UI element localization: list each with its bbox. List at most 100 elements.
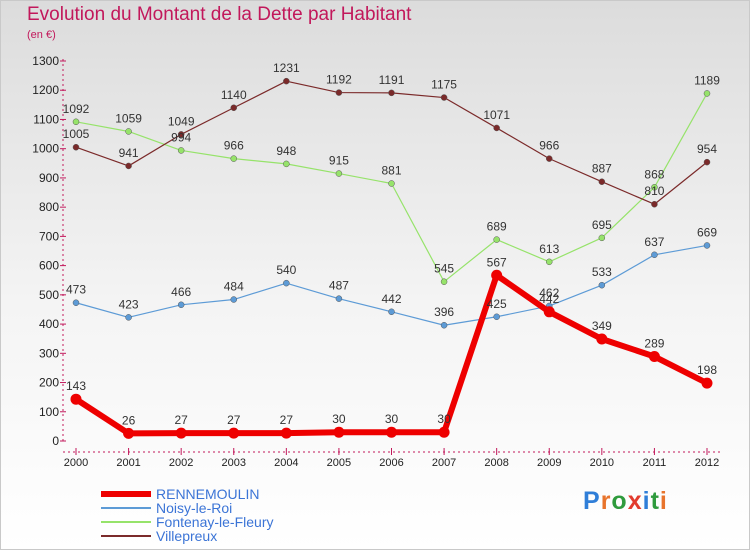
data-label-rennemoulin: 27	[227, 413, 241, 427]
data-point-rennemoulin	[228, 427, 240, 439]
x-tick-label: 2011	[643, 457, 667, 469]
data-point-fontenay-le-fleury	[493, 236, 500, 243]
logo-letter: o	[611, 487, 628, 515]
data-label-villepreux: 1005	[63, 127, 90, 141]
data-label-fontenay-le-fleury: 695	[592, 218, 612, 232]
logo-letter: t	[650, 487, 660, 515]
logo-letter: i	[642, 487, 651, 515]
legend-item: Villepreux	[101, 528, 341, 545]
data-point-villepreux	[703, 158, 711, 166]
x-tick-label: 2012	[695, 457, 719, 469]
data-label-villepreux: 1231	[273, 61, 300, 75]
data-label-rennemoulin: 143	[66, 379, 86, 393]
y-tick-label: 500	[39, 288, 59, 302]
x-tick-label: 2004	[274, 457, 298, 469]
data-point-fontenay-le-fleury	[703, 90, 711, 97]
data-point-fontenay-le-fleury	[440, 278, 448, 285]
data-point-noisy-le-roi	[388, 308, 395, 316]
data-label-rennemoulin: 289	[644, 337, 664, 351]
data-point-rennemoulin	[175, 427, 187, 439]
data-label-noisy-le-roi: 466	[171, 285, 191, 299]
chart-unit: (en €)	[27, 29, 56, 41]
data-point-fontenay-le-fleury	[177, 147, 185, 154]
data-label-villepreux: 810	[644, 184, 664, 198]
y-tick-label: 900	[39, 171, 59, 185]
legend-label: RENNEMOULIN	[156, 486, 260, 502]
legend-item: Noisy-le-Roi	[101, 500, 341, 517]
logo-letter: i	[659, 487, 668, 515]
data-label-noisy-le-roi: 533	[592, 265, 612, 279]
x-tick-label: 2010	[590, 457, 614, 469]
data-point-fontenay-le-fleury	[598, 234, 606, 242]
data-label-fontenay-le-fleury: 915	[329, 154, 349, 168]
proxiti-logo: Proxiti	[583, 487, 668, 516]
data-point-fontenay-le-fleury	[72, 118, 80, 126]
data-label-villepreux: 1049	[168, 114, 195, 128]
data-point-noisy-le-roi	[440, 321, 448, 329]
data-point-villepreux	[230, 104, 237, 112]
data-label-villepreux: 941	[119, 146, 139, 160]
legend-label: Noisy-le-Roi	[156, 500, 233, 516]
data-label-noisy-le-roi: 540	[276, 263, 296, 277]
data-label-fontenay-le-fleury: 1092	[63, 102, 90, 116]
data-point-rennemoulin	[280, 427, 292, 439]
data-point-villepreux	[283, 77, 290, 85]
data-point-rennemoulin	[543, 306, 555, 318]
data-point-villepreux	[546, 155, 553, 162]
data-point-noisy-le-roi	[125, 314, 132, 321]
data-label-noisy-le-roi: 487	[329, 279, 349, 293]
y-tick-label: 300	[39, 346, 59, 360]
logo-letter: x	[627, 487, 643, 515]
y-tick-label: 600	[39, 259, 59, 273]
data-label-fontenay-le-fleury: 994	[171, 130, 191, 144]
data-label-villepreux: 1191	[379, 73, 405, 87]
data-point-noisy-le-roi	[177, 301, 185, 309]
data-point-villepreux	[125, 162, 132, 170]
data-point-rennemoulin	[648, 351, 660, 363]
y-tick-label: 1200	[32, 83, 59, 97]
x-tick-label: 2008	[484, 457, 508, 469]
data-point-noisy-le-roi	[703, 242, 711, 249]
data-label-rennemoulin: 30	[385, 412, 399, 426]
data-point-fontenay-le-fleury	[230, 155, 237, 162]
legend-label: Fontenay-le-Fleury	[156, 514, 274, 530]
data-point-villepreux	[440, 94, 448, 101]
data-label-fontenay-le-fleury: 689	[487, 220, 507, 234]
data-label-noisy-le-roi: 423	[119, 297, 139, 311]
data-point-rennemoulin	[70, 393, 82, 405]
data-point-villepreux	[177, 131, 185, 138]
data-point-fontenay-le-fleury	[546, 258, 553, 266]
data-point-villepreux	[598, 178, 606, 185]
data-point-rennemoulin	[123, 427, 135, 439]
legend-swatch	[101, 491, 151, 497]
data-label-fontenay-le-fleury: 868	[644, 167, 664, 181]
y-tick-label: 700	[39, 229, 59, 243]
data-label-rennemoulin: 30	[332, 412, 346, 426]
y-tick-label: 200	[39, 376, 59, 390]
x-tick-label: 2001	[116, 457, 140, 469]
data-label-rennemoulin: 198	[697, 363, 717, 377]
data-label-fontenay-le-fleury: 1189	[694, 73, 720, 87]
data-label-fontenay-le-fleury: 881	[381, 163, 401, 177]
data-label-rennemoulin: 349	[592, 319, 612, 333]
data-point-rennemoulin	[438, 426, 450, 438]
data-label-noisy-le-roi: 462	[539, 286, 559, 300]
data-label-noisy-le-roi: 669	[697, 225, 717, 239]
data-label-fontenay-le-fleury: 948	[276, 144, 296, 158]
data-point-fontenay-le-fleury	[335, 170, 343, 177]
legend-item: Fontenay-le-Fleury	[101, 514, 341, 531]
data-point-villepreux	[388, 89, 395, 97]
data-label-rennemoulin: 442	[539, 292, 559, 306]
data-point-noisy-le-roi	[335, 295, 343, 302]
data-label-rennemoulin: 27	[174, 413, 188, 427]
data-point-villepreux	[493, 124, 500, 132]
x-tick-label: 2006	[379, 457, 403, 469]
data-label-fontenay-le-fleury: 545	[434, 262, 454, 276]
y-tick-label: 800	[39, 200, 59, 214]
data-point-fontenay-le-fleury	[651, 184, 658, 191]
legend-swatch	[101, 535, 151, 537]
y-tick-label: 1100	[33, 112, 59, 126]
data-label-noisy-le-roi: 484	[224, 280, 244, 294]
legend-label: Villepreux	[156, 528, 218, 544]
